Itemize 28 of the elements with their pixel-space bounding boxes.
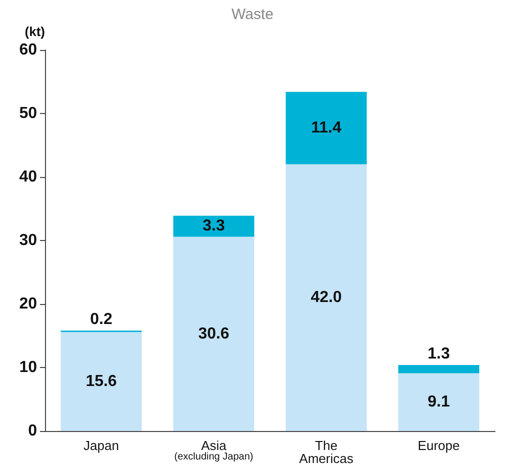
bar: [398, 373, 480, 431]
bar: [173, 236, 254, 431]
y-tick-label: 10: [19, 359, 38, 376]
data-label: 42.0: [310, 289, 342, 306]
data-label: 3.3: [202, 218, 225, 235]
bar: [398, 364, 480, 374]
y-tick-label: 40: [19, 168, 38, 186]
y-tick-label: 30: [19, 232, 38, 249]
data-label: 15.6: [86, 372, 117, 390]
bar: [60, 332, 142, 431]
x-tick-label: The Americas: [299, 438, 354, 466]
chart-title: Waste: [232, 6, 274, 23]
data-label: 0.2: [90, 311, 112, 328]
y-tick-label: 50: [19, 105, 38, 122]
x-tick-label: Japan: [84, 438, 119, 453]
data-label: 9.1: [428, 394, 450, 411]
x-tick-label: Europe: [418, 438, 460, 453]
y-tick-label: 20: [19, 296, 38, 312]
data-label: 1.3: [428, 345, 450, 362]
bar: [286, 164, 367, 431]
bar: [286, 92, 367, 164]
x-tick-label: Asia (excluding Japan): [174, 438, 254, 462]
y-tick-label: 60: [19, 42, 38, 58]
y-tick-label: 0: [28, 422, 38, 440]
y-axis-title: (kt): [24, 24, 45, 39]
bar: [173, 216, 254, 237]
data-label: 11.4: [311, 120, 342, 137]
data-label: 30.6: [198, 325, 230, 342]
